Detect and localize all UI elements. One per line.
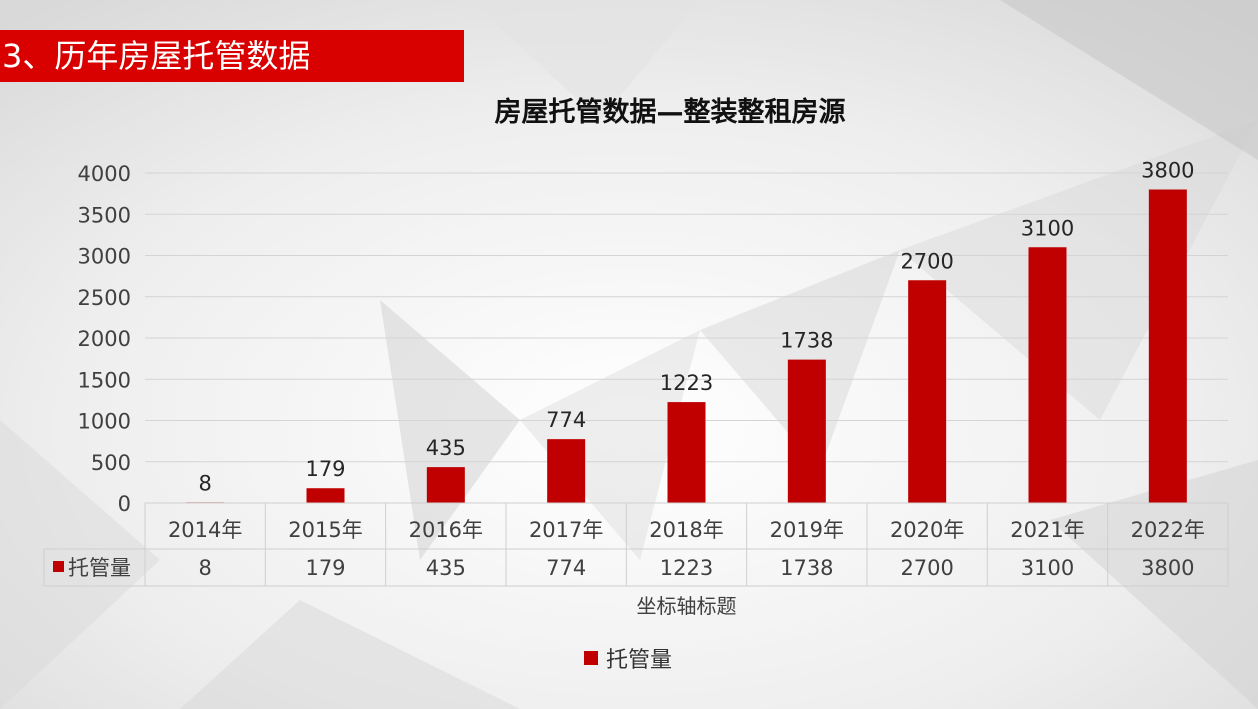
bar [1148,189,1187,503]
data-label: 179 [305,457,345,481]
y-tick-label: 1500 [78,368,131,392]
table-value: 1738 [780,556,833,580]
y-tick-label: 0 [118,492,131,516]
y-tick-label: 3000 [78,245,131,269]
table-value: 8 [198,556,211,580]
data-label: 3800 [1141,159,1194,183]
table-series-swatch [53,561,64,572]
table-value: 435 [426,556,466,580]
x-category-label: 2021年 [1010,518,1084,542]
y-tick-label: 4000 [78,162,131,186]
slide-heading: 3、历年房屋托管数据 [0,30,464,82]
bar [787,359,826,503]
table-value: 774 [546,556,586,580]
bar [667,402,706,503]
y-tick-label: 3500 [78,203,131,227]
bar [306,488,345,503]
data-label: 8 [198,471,211,495]
legend: 托管量 [584,642,672,674]
x-category-label: 2014年 [168,518,242,542]
table-value: 3100 [1021,556,1074,580]
legend-label: 托管量 [606,648,673,673]
chart-title: 房屋托管数据—整装整租房源 [494,97,846,128]
data-label: 3100 [1021,216,1074,240]
x-category-label: 2020年 [890,518,964,542]
legend-swatch [584,651,598,665]
bar [908,280,947,503]
table-value: 1223 [660,556,713,580]
bar [1028,247,1067,503]
x-category-label: 2022年 [1131,518,1205,542]
table-value: 179 [305,556,345,580]
data-label: 774 [546,408,586,432]
data-label: 2700 [900,249,953,273]
x-category-label: 2016年 [409,518,483,542]
x-category-label: 2018年 [649,518,723,542]
bar [426,467,465,503]
y-tick-label: 500 [91,451,131,475]
x-category-label: 2019年 [770,518,844,542]
x-axis-title: 坐标轴标题 [637,594,737,618]
table-value: 2700 [900,556,953,580]
table-value: 3800 [1141,556,1194,580]
x-category-label: 2015年 [288,518,362,542]
y-tick-label: 2000 [78,327,131,351]
data-label: 435 [426,436,466,460]
bar [547,439,586,503]
x-category-label: 2017年 [529,518,603,542]
data-label: 1738 [780,329,833,353]
y-tick-label: 2500 [78,286,131,310]
data-label: 1223 [660,371,713,395]
y-tick-label: 1000 [78,410,131,434]
table-series-name: 托管量 [68,556,131,580]
